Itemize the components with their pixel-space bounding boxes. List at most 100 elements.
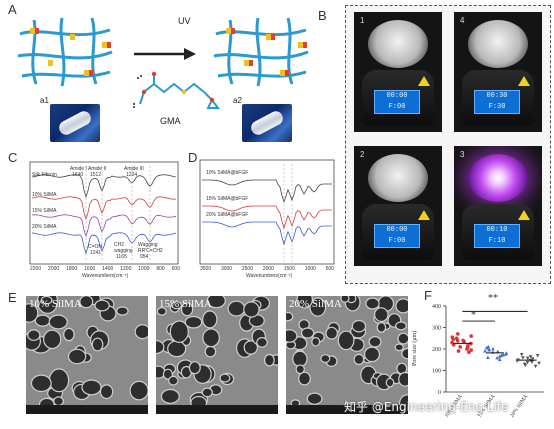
sem-pore — [162, 368, 173, 380]
panel-label-a: A — [8, 2, 17, 17]
c-series-line-2 — [31, 214, 177, 238]
sem-pore — [292, 350, 308, 368]
device-photo-4: 00:30 F:30 4 — [454, 12, 542, 132]
d-series-line-1 — [202, 205, 332, 230]
legend-10-silma: 10% SilMA — [32, 192, 57, 198]
f-point — [497, 357, 502, 362]
sem-pore — [27, 329, 41, 341]
f-point — [533, 364, 538, 369]
sem-pore — [376, 321, 387, 333]
panel-label-c: C — [8, 150, 18, 165]
tube-photo-a1 — [50, 104, 100, 142]
sem-pore — [227, 300, 246, 317]
sem-image-15-silma: 15% SilMA — [156, 296, 278, 414]
f-point — [497, 354, 502, 358]
sem-pore — [306, 392, 323, 405]
sem-pore — [340, 296, 350, 303]
f-point — [495, 356, 499, 360]
sem-pore — [156, 340, 165, 355]
c-x-label: Wavenumbers(cm⁻¹) — [82, 273, 129, 279]
sig-star-1: * — [471, 310, 476, 321]
f-x-tick-label: 20% SilMA — [509, 394, 529, 419]
f-point — [466, 344, 470, 348]
d-series-line-2 — [202, 221, 332, 246]
sem-pore — [94, 299, 110, 312]
sem-pore — [26, 303, 39, 323]
f-point — [461, 338, 465, 343]
sem-pore — [351, 319, 367, 333]
f-point — [491, 347, 495, 351]
sem-pore — [374, 307, 389, 323]
sem-pore — [398, 371, 408, 387]
panel-label-d: D — [188, 150, 198, 165]
f-point — [450, 340, 454, 345]
sem-pore — [286, 311, 294, 322]
sem-pore — [188, 361, 201, 375]
sem-pore — [67, 348, 87, 365]
f-point — [525, 360, 530, 365]
uv-label: UV — [178, 16, 191, 26]
f-y-tick-label: 100 — [432, 369, 441, 375]
sem-pore — [296, 296, 313, 309]
f-point — [487, 347, 491, 351]
f-point — [465, 347, 469, 351]
sem-pore — [309, 297, 327, 317]
c-series-line-0 — [31, 174, 177, 199]
sem-pore — [204, 345, 217, 358]
sem-pore — [202, 310, 218, 329]
annot-1234: 1234 — [126, 172, 138, 178]
sem-pore — [368, 335, 382, 348]
annot-1241: 1241 — [90, 250, 102, 256]
sem-pore — [397, 332, 408, 345]
annot-wagging-2: Wagging — [138, 242, 158, 248]
sig-star-2: ** — [488, 293, 498, 304]
sem-pore — [206, 296, 226, 309]
sem-pore — [184, 315, 203, 329]
legend-15-silma-bfgf: 15% SilMA@bFGF — [206, 196, 249, 202]
sem-pore — [401, 347, 408, 360]
annot-c-oh: C=OH — [88, 244, 103, 250]
f-y-tick-label: 300 — [432, 326, 441, 332]
gma-molecule — [139, 74, 220, 109]
sem-pore — [160, 388, 180, 404]
legend-20-silma-bfgf: 20% SilMA@bFGF — [206, 212, 249, 218]
sem-pore — [43, 329, 62, 350]
f-y-tick-label: 0 — [438, 390, 441, 396]
annot-rrc-ch2: RR'C=CH2 — [138, 248, 163, 254]
annot-1640: 1640 — [72, 172, 84, 178]
f-point — [455, 339, 460, 343]
f-y-tick-label: 400 — [432, 304, 441, 310]
sem-pore — [79, 296, 94, 309]
sem-pore — [320, 354, 331, 364]
panel-label-e: E — [8, 290, 17, 305]
sem-pore — [201, 387, 213, 398]
annot-1165: 1165 — [116, 254, 127, 260]
annot-amide-ii: Amide II — [88, 166, 107, 172]
f-point — [469, 334, 473, 338]
sem-pore — [256, 337, 268, 348]
sem-pore — [81, 379, 102, 396]
uv-device-photos: 00:00 F:00 1 00:30 F:30 4 00:00 F:00 2 00:1… — [345, 5, 551, 284]
sub-label-a2: a2 — [233, 96, 242, 105]
sem-pore — [168, 375, 179, 386]
sem-pore — [385, 377, 395, 388]
f-point — [523, 363, 528, 368]
f-point — [456, 332, 460, 336]
sem-pore — [129, 380, 148, 401]
c-series-line-3 — [31, 232, 177, 255]
f-point — [519, 352, 524, 357]
f-point — [515, 359, 519, 363]
sem-pore — [91, 337, 104, 352]
device-photo-2: 00:00 F:00 2 — [354, 146, 442, 266]
d-x-ticks: 3500 3000 2500 2000 1500 1000 500 — [200, 266, 334, 272]
sem-pore — [363, 346, 380, 363]
sem-pore — [395, 321, 407, 331]
ftir-chart-c — [29, 161, 179, 265]
sem-pore — [30, 374, 52, 393]
f-point — [467, 350, 471, 354]
sem-pore — [286, 329, 298, 343]
legend-10-silma-bfgf: 10% SilMA@bFGF — [206, 170, 249, 176]
annot-954: 954 — [140, 254, 149, 260]
sem-image-10-silma: 10% SilMA — [26, 296, 148, 414]
